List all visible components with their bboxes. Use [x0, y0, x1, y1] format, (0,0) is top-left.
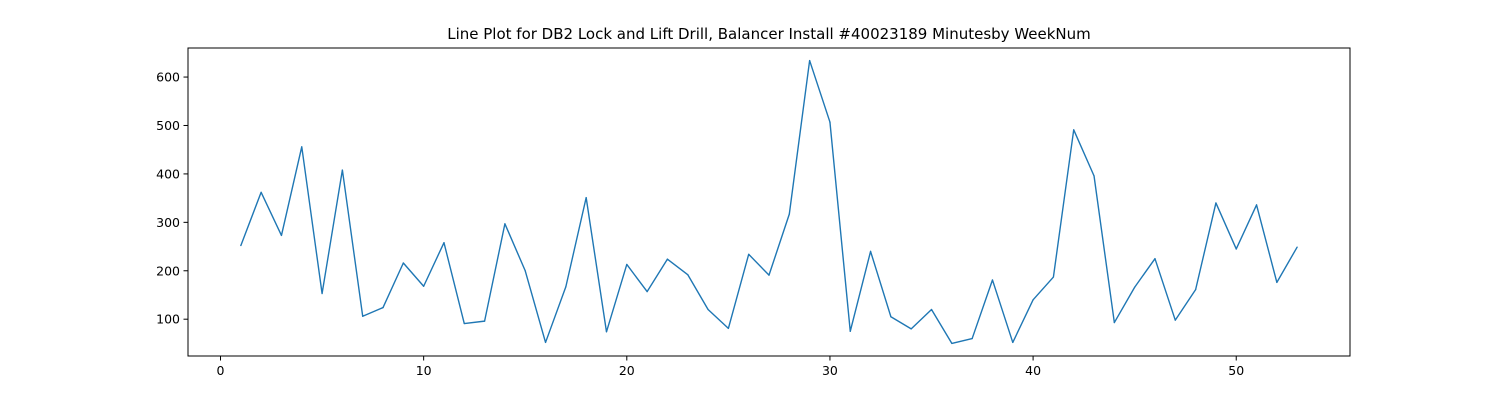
data-point-week-23: [687, 274, 689, 276]
y-tick-label: 200: [156, 263, 180, 278]
data-point-week-33: [890, 316, 892, 318]
data-point-week-52: [1276, 281, 1278, 283]
data-point-week-5: [321, 292, 323, 295]
data-point-week-27: [768, 274, 770, 276]
data-point-week-6: [341, 169, 343, 171]
y-tick-label: 600: [156, 70, 180, 85]
data-point-week-13: [483, 320, 486, 322]
x-tick-label: 30: [822, 363, 838, 378]
data-point-week-4: [301, 146, 303, 148]
x-tick-label: 20: [619, 363, 635, 378]
data-point-week-37: [971, 337, 973, 340]
data-point-week-15: [524, 270, 526, 272]
data-point-week-19: [605, 331, 608, 333]
data-point-week-30: [829, 121, 831, 123]
x-tick-label: 40: [1025, 363, 1041, 378]
plot-frame: [187, 47, 1351, 357]
x-tick-label: 10: [416, 363, 432, 378]
data-point-week-46: [1154, 258, 1156, 260]
y-tick-label: 300: [156, 215, 180, 230]
data-point-week-39: [1012, 341, 1014, 344]
data-point-week-21: [646, 290, 648, 293]
data-point-week-10: [423, 285, 425, 287]
data-point-week-9: [402, 262, 404, 264]
data-point-week-26: [748, 253, 750, 255]
y-tick-label: 500: [156, 118, 180, 133]
data-point-week-41: [1052, 276, 1055, 278]
data-point-week-8: [382, 306, 384, 309]
data-point-week-44: [1113, 321, 1115, 324]
data-point-week-48: [1195, 289, 1197, 291]
data-point-week-36: [951, 342, 953, 345]
data-point-week-43: [1093, 175, 1095, 177]
data-point-week-29: [809, 59, 811, 62]
y-tick-label: 100: [156, 312, 180, 327]
data-point-week-14: [504, 223, 506, 225]
series-line-0: [240, 59, 1298, 345]
data-point-week-11: [443, 242, 445, 244]
data-point-week-16: [544, 341, 547, 344]
chart-title: Line Plot for DB2 Lock and Lift Drill, B…: [447, 25, 1091, 43]
y-tick-label: 400: [156, 166, 180, 181]
y-axis: 100 200 300 400 500 600: [156, 70, 188, 327]
data-point-week-51: [1255, 204, 1258, 206]
data-point-week-34: [910, 328, 912, 330]
data-point-week-28: [788, 213, 790, 215]
data-point-week-25: [727, 327, 729, 329]
data-point-week-22: [666, 258, 669, 260]
x-tick-label: 0: [217, 363, 225, 378]
data-point-week-17: [565, 286, 567, 288]
data-point-week-50: [1235, 248, 1237, 250]
data-point-week-24: [707, 308, 709, 311]
data-point-week-32: [869, 250, 872, 252]
data-point-week-1: [240, 244, 242, 247]
data-point-week-47: [1174, 319, 1176, 321]
data-point-week-40: [1032, 299, 1034, 301]
data-point-week-7: [362, 315, 364, 317]
data-point-week-20: [626, 263, 628, 266]
x-tick-label: 50: [1228, 363, 1244, 378]
data-point-week-42: [1073, 129, 1075, 131]
data-point-week-35: [930, 308, 933, 311]
data-point-week-49: [1215, 202, 1217, 204]
plot-area: [240, 59, 1298, 345]
data-point-week-53: [1296, 246, 1298, 248]
data-point-week-45: [1134, 286, 1136, 288]
x-axis: 0 10 20 30 40 50: [217, 356, 1244, 378]
data-point-week-18: [585, 197, 587, 199]
data-point-week-3: [280, 234, 283, 237]
data-point-week-31: [849, 330, 851, 332]
data-point-week-38: [991, 279, 994, 281]
data-point-week-12: [463, 322, 465, 325]
data-point-week-2: [260, 191, 262, 193]
